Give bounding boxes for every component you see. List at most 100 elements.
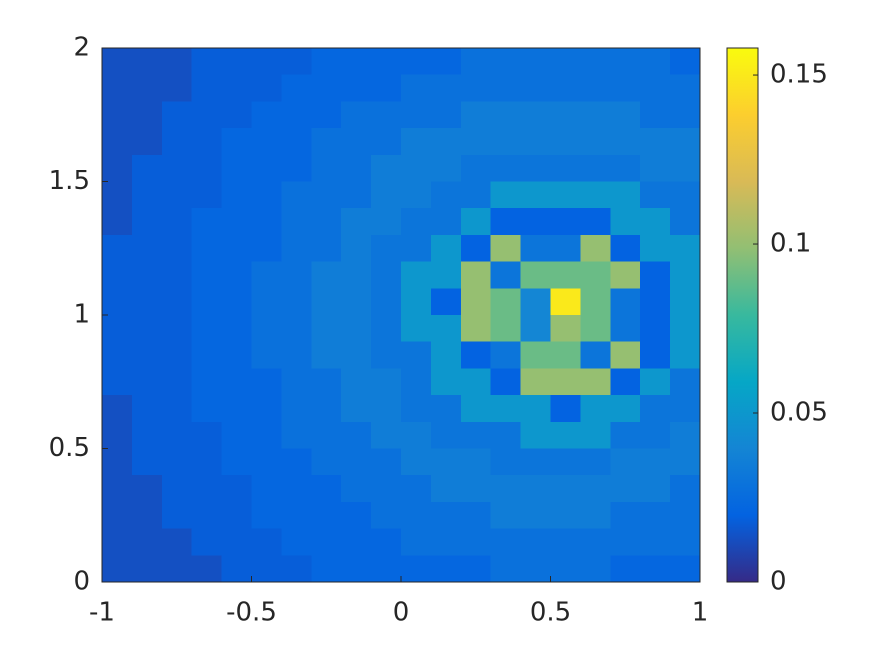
heat-cell xyxy=(341,368,372,396)
heat-cell xyxy=(401,154,432,182)
heat-cell xyxy=(191,368,223,396)
heat-cell xyxy=(131,208,163,236)
heat-cell xyxy=(430,475,462,503)
heat-cell xyxy=(550,261,581,289)
heat-cell xyxy=(102,528,133,556)
heat-cell xyxy=(430,261,462,289)
heat-cell xyxy=(251,181,282,209)
heat-cell xyxy=(490,315,522,343)
heat-cell xyxy=(640,315,671,343)
heat-cell xyxy=(281,48,312,76)
heat-cell xyxy=(550,475,581,503)
heat-cell xyxy=(520,421,551,449)
heat-cell xyxy=(670,208,701,236)
heat-cell xyxy=(640,181,671,209)
heat-cell xyxy=(341,315,372,343)
heat-cell xyxy=(191,501,223,530)
heat-cell xyxy=(341,448,372,476)
heat-cell xyxy=(131,74,163,102)
heat-cell xyxy=(281,74,312,102)
heat-cell xyxy=(550,555,581,583)
heat-cell xyxy=(670,234,701,263)
heat-cell xyxy=(371,475,402,503)
heat-cell xyxy=(371,395,402,423)
heat-cell xyxy=(191,555,223,583)
heat-cell xyxy=(550,234,581,263)
colorbar xyxy=(726,47,759,583)
heat-cell xyxy=(102,128,133,156)
heat-cell xyxy=(520,555,551,583)
heat-cell xyxy=(221,421,252,449)
heat-cell xyxy=(430,208,462,236)
heat-cell xyxy=(102,74,133,102)
heat-cell xyxy=(460,315,492,343)
heatmap xyxy=(102,48,701,583)
heat-cell xyxy=(460,154,492,182)
heat-cell xyxy=(102,261,133,289)
heat-cell xyxy=(161,261,193,289)
heat-cell xyxy=(460,341,492,369)
heat-cell xyxy=(490,555,522,583)
heat-cell xyxy=(102,208,133,236)
heat-cell xyxy=(610,395,641,423)
heat-cell xyxy=(460,181,492,209)
heat-cell xyxy=(102,288,133,316)
heat-cell xyxy=(341,288,372,316)
heat-cell xyxy=(550,101,581,129)
heat-cell xyxy=(161,528,193,556)
heat-cell xyxy=(131,261,163,289)
heat-cell xyxy=(460,208,492,236)
heat-cell xyxy=(191,475,223,503)
heat-cell xyxy=(251,288,282,316)
heat-cell xyxy=(490,501,522,530)
heat-cell xyxy=(460,48,492,76)
heat-cell xyxy=(580,288,611,316)
heat-cell xyxy=(460,395,492,423)
heat-cell xyxy=(640,261,671,289)
heat-cell xyxy=(281,315,312,343)
x-tick-label: 0.5 xyxy=(530,598,571,628)
heat-cell xyxy=(610,288,641,316)
heat-cell xyxy=(341,128,372,156)
heat-cell xyxy=(371,48,402,76)
heat-cell xyxy=(670,448,701,476)
heat-cell xyxy=(460,555,492,583)
heat-cell xyxy=(401,128,432,156)
heat-cell xyxy=(161,101,193,129)
heat-cell xyxy=(640,395,671,423)
heat-cell xyxy=(371,368,402,396)
colorbar-tick-label: 0.1 xyxy=(770,229,811,259)
heat-cell xyxy=(102,555,133,583)
heat-cell xyxy=(371,555,402,583)
heat-cell xyxy=(251,315,282,343)
heat-cell xyxy=(670,261,701,289)
heat-cell xyxy=(251,234,282,263)
heat-cell xyxy=(161,395,193,423)
heat-cell xyxy=(102,448,133,476)
heat-cell xyxy=(580,261,611,289)
heat-cell xyxy=(102,395,133,423)
heat-cell xyxy=(520,368,551,396)
heat-cell xyxy=(311,421,342,449)
heat-cell xyxy=(281,501,312,530)
heat-cell xyxy=(670,181,701,209)
heat-cell xyxy=(311,208,342,236)
heat-cell xyxy=(550,208,581,236)
heat-cell xyxy=(401,421,432,449)
heat-cell xyxy=(610,181,641,209)
heat-cell xyxy=(221,154,252,182)
heat-cell xyxy=(520,154,551,182)
heat-cell xyxy=(311,154,342,182)
heat-cell xyxy=(221,261,252,289)
heat-cell xyxy=(401,475,432,503)
heat-cell xyxy=(102,154,133,182)
heat-cell xyxy=(371,181,402,209)
heat-cell xyxy=(251,421,282,449)
heat-cell xyxy=(520,74,551,102)
heat-cell xyxy=(580,528,611,556)
heat-cell xyxy=(460,421,492,449)
heat-cell xyxy=(550,288,581,316)
heat-cell xyxy=(191,341,223,369)
heat-cell xyxy=(640,154,671,182)
